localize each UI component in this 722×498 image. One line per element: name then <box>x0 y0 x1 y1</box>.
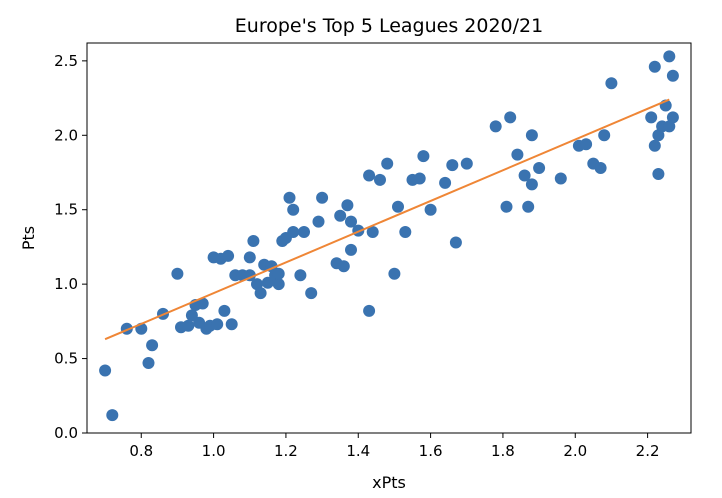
scatter-point <box>580 138 593 151</box>
scatter-point <box>381 157 394 170</box>
scatter-point <box>449 236 462 249</box>
scatter-point <box>554 172 567 185</box>
x-tick-label: 1.2 <box>274 442 298 460</box>
scatter-point <box>392 200 404 213</box>
scatter-point <box>666 69 679 82</box>
scatter-point <box>345 215 357 228</box>
scatter-point <box>489 120 502 133</box>
scatter-point <box>312 215 325 228</box>
x-axis-label: xPts <box>372 473 406 492</box>
scatter-point <box>363 169 376 182</box>
scatter-point <box>185 309 198 322</box>
x-tick-label: 1.0 <box>202 442 226 460</box>
scatter-point <box>439 176 452 189</box>
plot-frame <box>86 42 692 434</box>
scatter-point <box>222 249 235 262</box>
scatter-point <box>211 318 224 331</box>
y-tick-label: 2.0 <box>54 126 78 144</box>
scatter-point <box>287 226 300 238</box>
scatter-point <box>363 304 376 317</box>
scatter-point <box>218 304 231 317</box>
scatter-point <box>460 157 473 170</box>
scatter-point <box>652 168 665 180</box>
x-tick-label: 2.2 <box>636 442 660 460</box>
y-tick-label: 2.5 <box>54 52 78 70</box>
scatter-point <box>446 159 459 172</box>
chart-title: Europe's Top 5 Leagues 2020/21 <box>235 15 543 37</box>
scatter-point <box>648 60 661 73</box>
scatter-point <box>196 297 209 310</box>
scatter-point <box>99 364 112 377</box>
scatter-point <box>146 339 159 352</box>
scatter-point <box>366 226 379 238</box>
scatter-point <box>413 172 426 185</box>
scatter-point <box>605 77 618 90</box>
scatter-point <box>345 243 357 256</box>
scatter-point <box>316 191 329 204</box>
y-tick-label: 1.5 <box>54 201 78 219</box>
x-axis: 0.8 1.0 1.2 1.4 1.6 1.8 2.0 2.2 <box>129 433 660 460</box>
scatter-point <box>298 226 310 238</box>
scatter-point <box>525 129 538 142</box>
scatter-point <box>663 120 676 133</box>
scatter-point <box>388 267 401 280</box>
scatter-point <box>272 278 285 291</box>
scatter-point <box>525 178 538 191</box>
scatter-point <box>645 111 658 124</box>
scatter-point <box>337 260 350 273</box>
scatter-point <box>106 409 119 422</box>
x-tick-label: 1.6 <box>419 442 443 460</box>
scatter-point <box>518 169 531 182</box>
scatter-point <box>261 276 274 289</box>
scatter-point <box>399 226 412 238</box>
scatter-point <box>663 50 676 63</box>
scatter-point <box>533 162 546 174</box>
y-tick-label: 0.5 <box>54 350 78 368</box>
scatter-point <box>283 191 296 204</box>
scatter-point <box>171 267 184 280</box>
scatter-point <box>500 200 513 213</box>
scatter-point <box>305 287 318 300</box>
scatter-point <box>598 129 611 142</box>
scatter-point <box>254 287 267 300</box>
scatter-point <box>374 173 386 186</box>
scatter-point <box>417 150 430 163</box>
scatter-point <box>648 139 661 152</box>
y-axis-label: Pts <box>19 226 38 250</box>
scatter-point <box>247 235 260 247</box>
y-tick-label: 1.0 <box>54 275 78 293</box>
x-tick-label: 2.0 <box>563 442 587 460</box>
scatter-point <box>522 200 535 213</box>
scatter-point <box>511 148 524 161</box>
y-tick-label: 0.0 <box>54 424 78 442</box>
scatter-point <box>504 111 517 124</box>
scatter-point <box>182 319 195 332</box>
plot-area <box>99 50 679 422</box>
x-tick-label: 1.8 <box>491 442 515 460</box>
trend-line <box>104 98 670 341</box>
scatter-point <box>251 278 263 291</box>
scatter-point <box>294 269 307 282</box>
x-tick-label: 1.4 <box>346 442 370 460</box>
scatter-point <box>225 318 238 331</box>
scatter-point <box>424 203 437 216</box>
scatter-point <box>243 251 256 264</box>
scatter-point <box>594 162 607 174</box>
scatter-point <box>666 111 679 124</box>
scatter-point <box>334 209 347 222</box>
y-axis: 0.0 0.5 1.0 1.5 2.0 2.5 <box>54 52 87 442</box>
x-tick-label: 0.8 <box>129 442 153 460</box>
scatter-point <box>142 357 155 369</box>
scatter-point <box>272 267 285 280</box>
scatter-point <box>341 199 354 212</box>
scatter-point <box>287 203 300 216</box>
